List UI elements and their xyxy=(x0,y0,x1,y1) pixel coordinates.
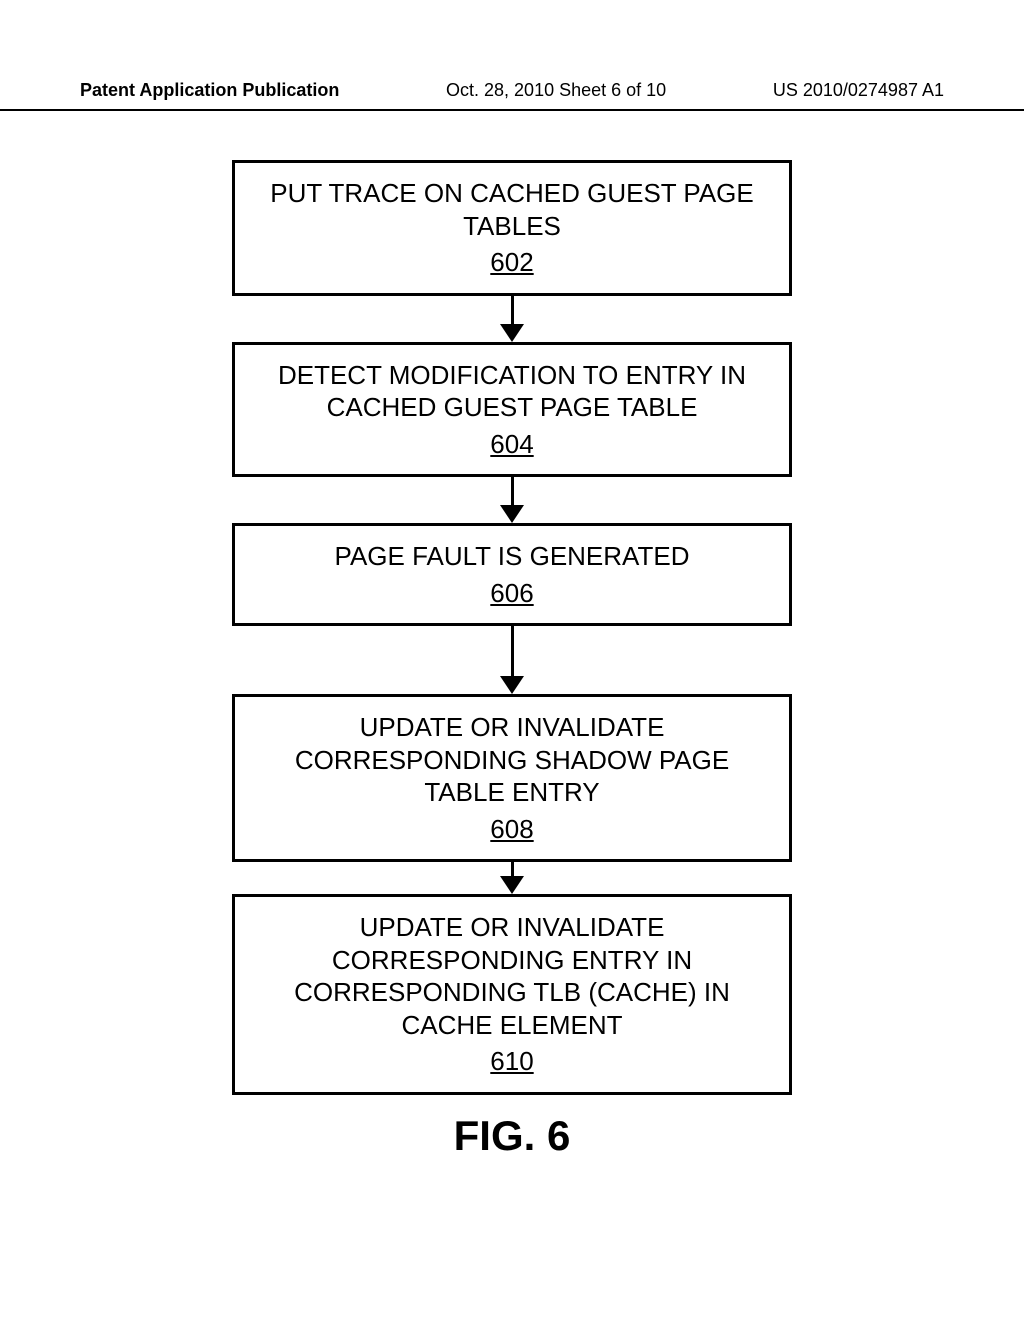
flowchart-step-608: UPDATE OR INVALIDATE CORRESPONDING SHADO… xyxy=(232,694,792,862)
step-number: 608 xyxy=(255,813,769,846)
flowchart: PUT TRACE ON CACHED GUEST PAGE TABLES 602… xyxy=(0,160,1024,1095)
flowchart-step-606: PAGE FAULT IS GENERATED 606 xyxy=(232,523,792,626)
arrow-down-icon xyxy=(500,477,524,523)
arrow-down-icon xyxy=(500,296,524,342)
flowchart-step-610: UPDATE OR INVALIDATE CORRESPONDING ENTRY… xyxy=(232,894,792,1095)
step-text: PAGE FAULT IS GENERATED xyxy=(255,540,769,573)
header-right: US 2010/0274987 A1 xyxy=(773,80,944,101)
step-number: 610 xyxy=(255,1045,769,1078)
header-mid: Oct. 28, 2010 Sheet 6 of 10 xyxy=(446,80,666,101)
flowchart-step-602: PUT TRACE ON CACHED GUEST PAGE TABLES 602 xyxy=(232,160,792,296)
step-number: 602 xyxy=(255,246,769,279)
arrow-down-icon xyxy=(500,626,524,694)
step-text: PUT TRACE ON CACHED GUEST PAGE TABLES xyxy=(255,177,769,242)
flowchart-step-604: DETECT MODIFICATION TO ENTRY IN CACHED G… xyxy=(232,342,792,478)
arrow-down-icon xyxy=(500,862,524,894)
step-number: 604 xyxy=(255,428,769,461)
step-text: UPDATE OR INVALIDATE CORRESPONDING SHADO… xyxy=(255,711,769,809)
page-header: Patent Application Publication Oct. 28, … xyxy=(0,80,1024,111)
figure-label: FIG. 6 xyxy=(0,1112,1024,1160)
step-number: 606 xyxy=(255,577,769,610)
header-left: Patent Application Publication xyxy=(80,80,339,101)
step-text: DETECT MODIFICATION TO ENTRY IN CACHED G… xyxy=(255,359,769,424)
step-text: UPDATE OR INVALIDATE CORRESPONDING ENTRY… xyxy=(255,911,769,1041)
